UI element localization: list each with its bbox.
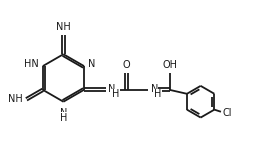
Text: H: H bbox=[112, 89, 119, 99]
Text: OH: OH bbox=[162, 59, 177, 70]
Text: O: O bbox=[123, 59, 131, 70]
Text: H: H bbox=[60, 112, 67, 123]
Text: HN: HN bbox=[24, 59, 38, 69]
Text: N: N bbox=[60, 107, 67, 118]
Text: N: N bbox=[108, 84, 116, 94]
Text: N: N bbox=[150, 84, 158, 94]
Text: N: N bbox=[88, 59, 96, 69]
Text: NH: NH bbox=[8, 94, 23, 104]
Text: NH: NH bbox=[56, 22, 71, 32]
Text: Cl: Cl bbox=[223, 108, 232, 118]
Text: H: H bbox=[154, 89, 161, 99]
